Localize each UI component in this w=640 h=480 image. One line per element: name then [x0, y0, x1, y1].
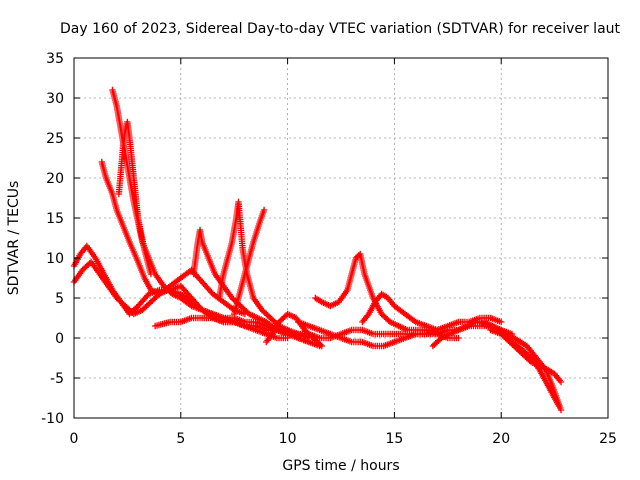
x-tick-label: 0 — [70, 431, 79, 447]
y-tick-label: 35 — [46, 51, 64, 67]
data-points — [70, 86, 565, 414]
data-point — [147, 270, 155, 278]
plot-frame — [73, 57, 609, 419]
x-tick-label: 20 — [492, 431, 510, 447]
series-track-12 — [263, 310, 325, 350]
x-tick-labels: 0 5 10 15 20 25 — [70, 431, 617, 447]
series-track-16 — [487, 326, 563, 410]
y-tick-label: 5 — [55, 291, 64, 307]
x-tick-label: 25 — [599, 431, 617, 447]
y-tick-label: 30 — [46, 91, 64, 107]
series-track-13 — [295, 314, 505, 350]
chart-title: Day 160 of 2023, Sidereal Day-to-day VTE… — [60, 21, 621, 37]
y-tick-label: -10 — [41, 411, 64, 427]
x-axis-label: GPS time / hours — [282, 458, 399, 474]
y-tick-label: 25 — [46, 131, 64, 147]
data-point — [557, 406, 565, 414]
data-point — [498, 318, 505, 326]
y-tick-label: 0 — [55, 331, 64, 347]
x-tick-label: 5 — [176, 431, 185, 447]
y-tick-label: 20 — [46, 171, 64, 187]
y-axis-label: SDTVAR / TECUs — [6, 181, 22, 296]
data-point — [260, 206, 268, 214]
series-track-5 — [115, 118, 155, 278]
data-point — [455, 334, 462, 342]
data-point — [557, 378, 565, 386]
data-point — [305, 338, 313, 346]
axis-ticks — [73, 57, 609, 419]
series-track-8 — [231, 206, 268, 318]
data-point — [318, 342, 325, 350]
data-point — [555, 402, 563, 410]
series-track-7 — [216, 198, 313, 346]
x-tick-label: 15 — [385, 431, 403, 447]
data-point — [317, 341, 324, 348]
x-tick-label: 10 — [279, 431, 297, 447]
y-tick-labels: -10 -5 0 5 10 15 20 25 30 35 — [41, 51, 64, 427]
y-tick-label: 15 — [46, 211, 64, 227]
y-tick-label: 10 — [46, 251, 64, 267]
y-tick-label: -5 — [50, 371, 64, 387]
series-track-11 — [359, 290, 441, 334]
